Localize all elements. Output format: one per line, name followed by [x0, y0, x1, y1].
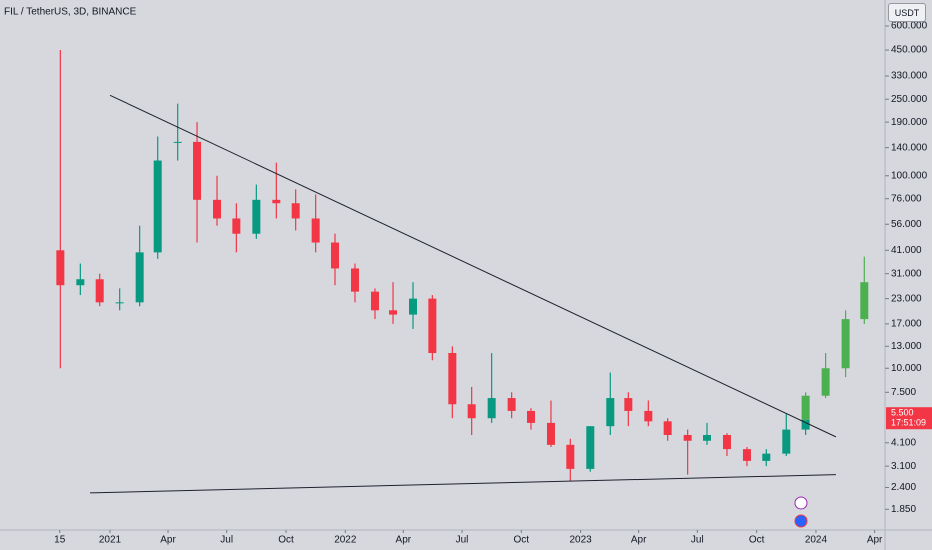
candle-body: [586, 426, 595, 469]
candle-series: [801, 256, 869, 422]
candle-body: [173, 141, 182, 143]
y-tick-label: 600.000: [891, 21, 928, 32]
candle-body: [232, 218, 241, 234]
x-tick-label: 15: [54, 535, 66, 546]
candle-body: [860, 282, 869, 320]
candle-body: [762, 453, 771, 461]
candle-body: [467, 404, 476, 419]
chart-title: FIL / TetherUS, 3D, BINANCE: [4, 7, 137, 18]
candle-body: [801, 395, 810, 420]
y-tick-label: 31.000: [891, 268, 922, 279]
candle-body: [409, 298, 418, 315]
currency-button[interactable]: USDT: [888, 3, 926, 22]
candle-body: [507, 398, 516, 411]
candle-body: [153, 160, 162, 253]
candle-body: [428, 298, 437, 354]
icon[interactable]: [794, 514, 808, 528]
candle-series: [56, 50, 810, 481]
icon[interactable]: [794, 496, 808, 510]
candle-body: [115, 302, 124, 304]
candle-body: [95, 279, 104, 303]
candle-body: [821, 368, 830, 396]
x-tick-label: Apr: [396, 535, 412, 546]
candle-body: [566, 444, 575, 469]
x-tick-label: Apr: [160, 535, 176, 546]
event-icons: [794, 496, 808, 528]
price-label-box: [886, 407, 932, 430]
candle-body: [56, 250, 65, 286]
candle-body: [663, 421, 672, 435]
trendline: [109, 94, 837, 438]
x-tick-label: Apr: [631, 535, 647, 546]
x-tick-label: Jul: [220, 535, 233, 546]
candle-body: [683, 434, 692, 441]
candle-body: [526, 410, 535, 423]
y-tick-label: 3.100: [891, 461, 916, 472]
y-tick-label: 250.000: [891, 94, 928, 105]
candle-body: [742, 449, 751, 461]
y-tick-label: 41.000: [891, 245, 922, 256]
candle-body: [722, 434, 731, 450]
price-label: 5.500: [891, 408, 914, 418]
candle-body: [311, 218, 320, 243]
y-tick-label: 140.000: [891, 142, 928, 153]
y-tick-label: 76.000: [891, 193, 922, 204]
y-tick-label: 17.000: [891, 319, 922, 330]
candle-body: [213, 199, 222, 219]
candle-body: [624, 398, 633, 411]
candle-body: [546, 422, 555, 445]
x-tick-label: 2022: [334, 535, 357, 546]
candle-body: [291, 203, 300, 219]
x-tick-label: Apr: [867, 535, 883, 546]
y-tick-label: 2.400: [891, 482, 916, 493]
candle-body: [644, 410, 653, 422]
y-tick-label: 10.000: [891, 363, 922, 374]
x-tick-label: 2023: [570, 535, 593, 546]
x-tick-label: Oct: [278, 535, 294, 546]
candle-body: [841, 319, 850, 369]
x-tick-label: 2021: [99, 535, 122, 546]
y-tick-label: 4.100: [891, 437, 916, 448]
y-tick-label: 450.000: [891, 45, 928, 56]
y-tick-label: 13.000: [891, 341, 922, 352]
candle-body: [272, 199, 281, 204]
y-tick-label: 190.000: [891, 117, 928, 128]
candle-body: [487, 398, 496, 419]
y-tick-label: 7.500: [891, 387, 916, 398]
candle-body: [702, 434, 711, 441]
candle-body: [782, 429, 791, 454]
candle-body: [350, 268, 359, 292]
y-tick-label: 56.000: [891, 219, 922, 230]
y-tick-label: 1.850: [891, 504, 916, 515]
y-tick-label: 100.000: [891, 170, 928, 181]
candle-body: [801, 419, 810, 430]
y-tick-label: 23.000: [891, 293, 922, 304]
price-countdown: 17:51:09: [891, 418, 926, 428]
candle-body: [76, 279, 85, 286]
candle-body: [606, 398, 615, 427]
x-tick-label: Jul: [691, 535, 704, 546]
x-tick-label: 2024: [805, 535, 828, 546]
candle-body: [448, 353, 457, 405]
candle-body: [135, 252, 144, 303]
y-tick-label: 330.000: [891, 71, 928, 82]
candle-body: [389, 310, 398, 315]
candle-body: [193, 141, 202, 200]
candle-body: [331, 242, 340, 269]
candle-body: [252, 199, 261, 234]
x-tick-label: Oct: [749, 535, 765, 546]
candle-body: [370, 291, 379, 311]
x-tick-label: Jul: [456, 535, 469, 546]
x-tick-label: Oct: [514, 535, 530, 546]
trendline: [90, 474, 836, 494]
